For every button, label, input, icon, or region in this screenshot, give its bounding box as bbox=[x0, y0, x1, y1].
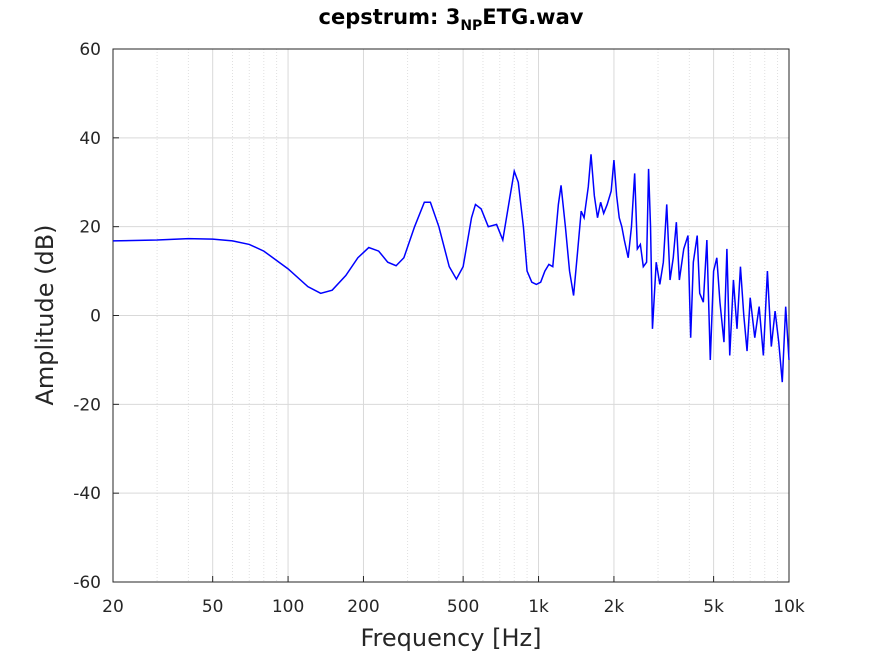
x-axis-label: Frequency [Hz] bbox=[361, 624, 542, 652]
data-line bbox=[112, 154, 790, 383]
y-tick-label: 20 bbox=[79, 218, 101, 238]
x-tick-label: 1k bbox=[528, 597, 549, 617]
axes-box bbox=[112, 48, 790, 583]
title-part: ETG.wav bbox=[482, 5, 583, 29]
x-tick-label: 20 bbox=[102, 597, 124, 617]
x-tick-label: 500 bbox=[447, 597, 479, 617]
x-tick-label: 5k bbox=[703, 597, 724, 617]
title-subscript: NP bbox=[460, 18, 482, 34]
x-tick-label: 100 bbox=[272, 597, 304, 617]
y-tick-label: 0 bbox=[90, 307, 101, 327]
title-part: cepstrum: 3 bbox=[319, 5, 461, 29]
y-tick-label: 40 bbox=[79, 129, 101, 149]
x-tick-label: 50 bbox=[202, 597, 224, 617]
chart-title: cepstrum: 3NPETG.wav bbox=[319, 5, 584, 34]
y-tick-label: -20 bbox=[73, 395, 101, 415]
plot-layer: 20 50 100 200 500 1k 2k 5k 10k -60 -40 -20 0 20 40 60 bbox=[73, 40, 805, 617]
y-tick-label: 60 bbox=[79, 40, 101, 60]
x-tick-label: 200 bbox=[347, 597, 379, 617]
y-axis-label: Amplitude (dB) bbox=[31, 224, 59, 405]
y-tick-label: -60 bbox=[73, 573, 101, 593]
x-tick-label: 10k bbox=[773, 597, 805, 617]
y-tick-label: -40 bbox=[73, 484, 101, 504]
x-tick-label: 2k bbox=[604, 597, 625, 617]
